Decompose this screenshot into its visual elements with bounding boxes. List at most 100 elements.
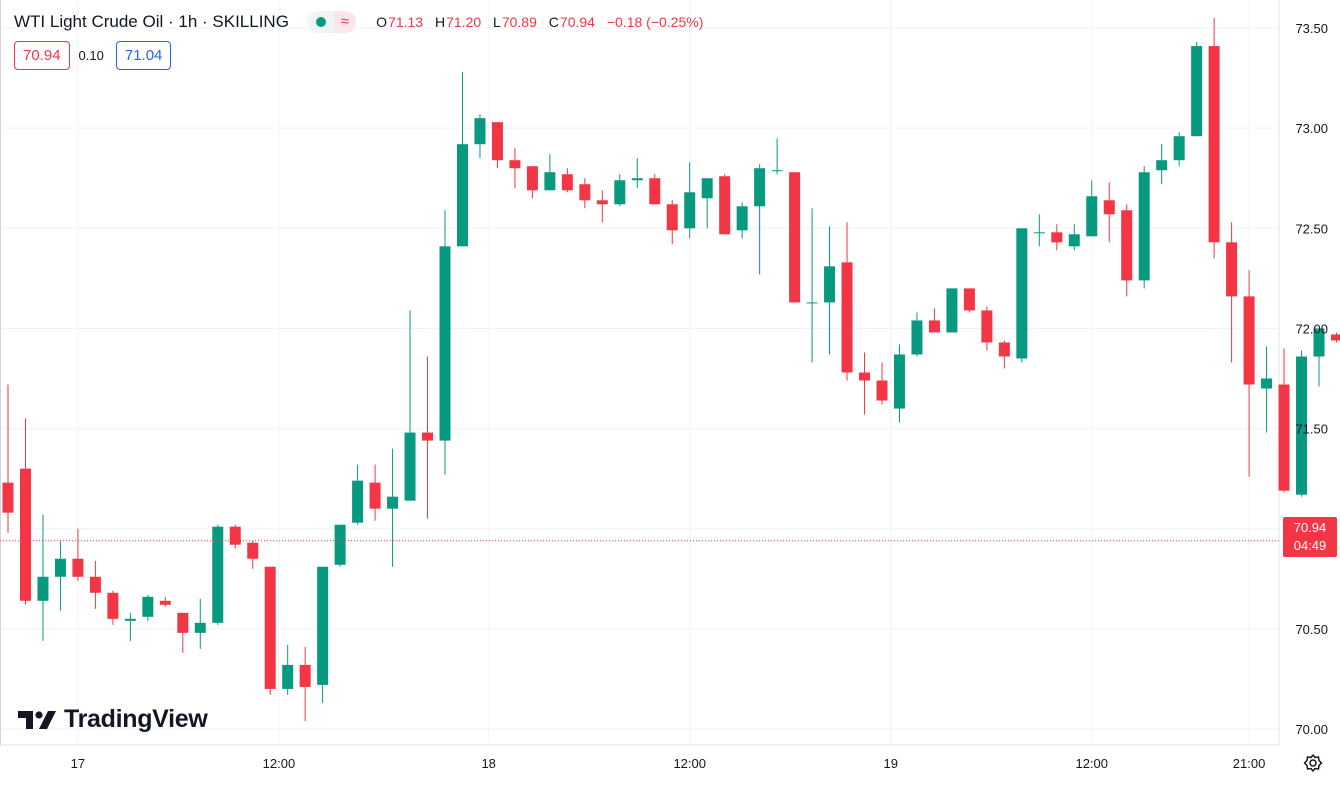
candle [597,190,608,222]
candle [1279,348,1290,492]
candle [946,288,957,332]
close-label: C [549,14,559,30]
candle-body [877,381,888,401]
candle-body [20,469,31,601]
price-tick-label: 71.50 [1295,422,1328,437]
candle-body [440,246,451,440]
candle-body [1331,334,1340,340]
high-label: H [435,14,445,30]
candle-body [946,288,957,332]
candle-body [894,354,905,408]
candle-body [509,160,520,168]
candle-body [1051,232,1062,242]
candle-body [562,174,573,190]
chart-header: WTI Light Crude Oil · 1h · SKILLING ≈ O7… [14,11,704,33]
candle-body [405,433,416,501]
candle-body [981,310,992,342]
candle [107,591,118,625]
candle-body [702,178,713,198]
candle [1209,18,1220,258]
candle [160,597,171,607]
candle [90,561,101,609]
candle [177,613,188,653]
candle-body [632,178,643,180]
candle [492,122,503,168]
candle [1139,166,1150,288]
candle-body [55,559,66,577]
symbol-title[interactable]: WTI Light Crude Oil · 1h · SKILLING [14,12,289,32]
candle [230,525,241,549]
candle [1034,214,1045,246]
candle [72,529,83,581]
candle [579,178,590,208]
candle-body [370,483,381,509]
candle-body [579,184,590,200]
candle [1156,144,1167,184]
horizontal-gridlines [0,28,1279,729]
ohlc-legend: O71.13 H71.20 L70.89 C70.94 −0.18 (−0.25… [376,14,704,30]
candle [1191,42,1202,136]
market-status-pill[interactable]: ≈ [307,11,356,33]
buy-button[interactable]: 71.04 [116,41,172,70]
candle [789,172,800,302]
open-value: 71.13 [388,14,423,30]
candle [3,385,14,533]
candle-body [107,593,118,619]
candle [527,166,538,198]
candle-body [614,180,625,204]
candle [877,362,888,404]
candle-body [37,577,48,601]
tradingview-logo[interactable]: TradingView [18,705,208,734]
candle-body [1261,379,1272,389]
candle-body [1016,228,1027,358]
candle-body [911,320,922,354]
candle-body [317,567,328,685]
candle-body [1034,232,1045,233]
candle-body [247,543,258,559]
candle-body [3,483,14,513]
candle [1174,132,1185,166]
candle-body [772,170,783,171]
candle [1226,222,1237,362]
sell-button[interactable]: 70.94 [14,41,70,70]
candle [265,567,276,695]
candle [981,306,992,350]
change-value: −0.18 (−0.25%) [607,14,704,30]
candle-body [1244,296,1255,384]
candle [422,356,433,518]
candle [649,174,660,204]
candle-body [859,373,870,381]
candle [1016,228,1027,362]
candles [3,18,1340,721]
candle-body [1174,136,1185,160]
candle-body [230,527,241,545]
wave-icon[interactable]: ≈ [334,11,356,33]
candle [807,208,818,362]
spread-value: 0.10 [79,48,104,63]
low-value: 70.89 [502,14,537,30]
candle-body [807,302,818,303]
candle [212,525,223,625]
candle [859,352,870,414]
candle-body [422,433,433,441]
candle [544,154,555,190]
candle [562,168,573,192]
candle-body [754,168,765,206]
candle-body [177,613,188,633]
time-tick-label: 12:00 [263,756,296,771]
candle [195,599,206,649]
candle-body [387,497,398,509]
candle [1244,270,1255,476]
settings-gear-icon[interactable] [1302,752,1324,774]
candle-body [929,320,940,332]
candle-body [125,619,136,621]
candle-body [352,481,363,523]
time-tick-label: 12:00 [673,756,706,771]
price-tick-label: 70.00 [1295,722,1328,737]
candle [335,525,346,567]
candle-body [300,665,311,687]
candle-body [667,204,678,230]
